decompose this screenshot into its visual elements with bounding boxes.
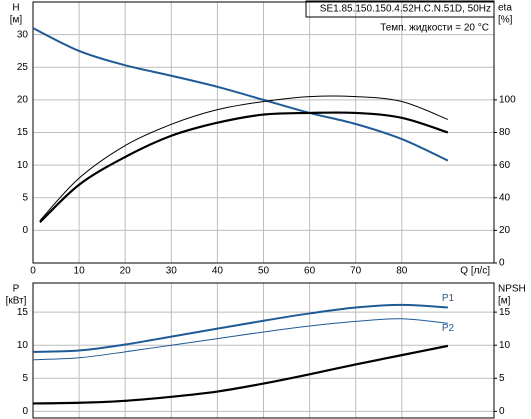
y2-tick-label: 10 bbox=[499, 340, 511, 351]
x-tick-label: 40 bbox=[212, 266, 224, 277]
y-axis-label: P bbox=[13, 284, 20, 295]
y2-tick-label: 20 bbox=[499, 225, 511, 236]
y-axis-unit: [кВт] bbox=[6, 296, 27, 307]
y-tick-label: 5 bbox=[22, 373, 28, 384]
info-text: Темп. жидкости = 20 °C bbox=[380, 23, 489, 34]
info-text: SE1.85.150.150.4.52H.C.N.51D, 50Hz bbox=[320, 4, 491, 15]
y-tick-label: 15 bbox=[17, 127, 29, 138]
y-tick-label: 10 bbox=[17, 340, 29, 351]
series-label: P1 bbox=[442, 293, 455, 304]
curve bbox=[39, 95, 449, 221]
y-tick-label: 30 bbox=[17, 29, 29, 40]
curve bbox=[32, 303, 448, 353]
x-tick-label: 10 bbox=[74, 266, 86, 277]
y-tick-label: 20 bbox=[17, 95, 29, 106]
curve bbox=[32, 27, 449, 162]
curve bbox=[32, 318, 448, 361]
plot-frame bbox=[32, 1, 495, 264]
y-tick-label: 0 bbox=[22, 406, 28, 417]
y2-tick-label: 40 bbox=[499, 192, 511, 203]
y-axis-label: H bbox=[12, 3, 19, 14]
x-tick-label: 20 bbox=[120, 266, 132, 277]
y2-tick-label: 15 bbox=[499, 307, 511, 318]
info-box bbox=[305, 0, 495, 18]
x-tick-label: 30 bbox=[166, 266, 178, 277]
y2-axis-label: eta bbox=[498, 3, 512, 14]
x-tick-label: 80 bbox=[396, 266, 408, 277]
series-label: P2 bbox=[442, 323, 455, 334]
y2-axis-unit: [м] bbox=[498, 296, 511, 307]
curve bbox=[39, 111, 449, 224]
y2-axis-unit: [%] bbox=[498, 15, 513, 26]
y-tick-label: 10 bbox=[17, 160, 29, 171]
y2-tick-label: 5 bbox=[499, 373, 505, 384]
curve bbox=[32, 344, 449, 405]
y-tick-label: 5 bbox=[22, 192, 28, 203]
y2-tick-label: 80 bbox=[499, 127, 511, 138]
x-tick-label: 0 bbox=[30, 266, 36, 277]
y2-tick-label: 0 bbox=[499, 258, 505, 269]
x-axis-label: Q [л/с] bbox=[460, 266, 490, 277]
plot-frame bbox=[32, 282, 495, 419]
y2-axis-label: NPSH bbox=[498, 284, 526, 295]
y2-tick-label: 0 bbox=[499, 406, 505, 417]
y-tick-label: 15 bbox=[17, 307, 29, 318]
y-axis-unit: [м] bbox=[10, 15, 23, 26]
y2-tick-label: 100 bbox=[499, 95, 516, 106]
y-tick-label: 25 bbox=[17, 62, 29, 73]
x-tick-label: 70 bbox=[350, 266, 362, 277]
y2-tick-label: 60 bbox=[499, 160, 511, 171]
x-tick-label: 50 bbox=[258, 266, 270, 277]
y-tick-label: 0 bbox=[22, 225, 28, 236]
x-tick-label: 60 bbox=[304, 266, 316, 277]
